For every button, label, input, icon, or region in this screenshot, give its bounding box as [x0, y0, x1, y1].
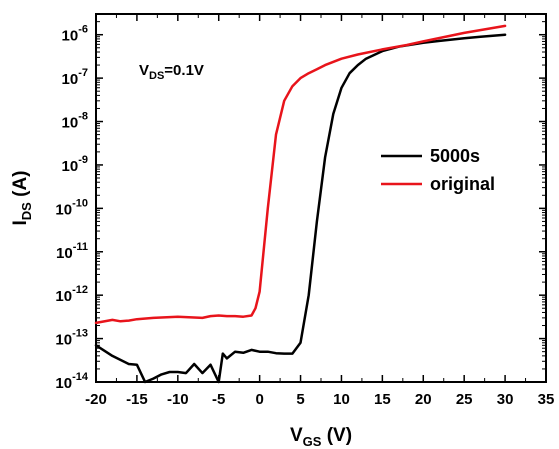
y-tick-label: 10-6 [62, 24, 88, 45]
y-tick-label: 10-12 [55, 284, 88, 305]
y-tick-label: 10-10 [55, 197, 88, 218]
x-tick-label: 15 [374, 391, 391, 408]
y-tick-label: 10-14 [55, 371, 88, 392]
x-tick-label: -5 [212, 391, 225, 408]
x-tick-label: -15 [126, 391, 148, 408]
series-lines [94, 24, 507, 384]
y-tick-label: 10-8 [62, 111, 88, 132]
x-tick-label: 25 [456, 391, 473, 408]
x-axis-title: VGS (V) [290, 425, 352, 449]
y-axis-title: IDS (A) [10, 171, 34, 226]
x-tick-label: 35 [538, 391, 555, 408]
series-line-5000s [94, 33, 507, 384]
x-tick-labels: -20 -15 -10 -5 0 5 10 15 20 25 30 35 [85, 391, 554, 408]
y-tick-label: 10-9 [62, 154, 88, 175]
x-tick-label: 5 [296, 391, 304, 408]
x-tick-label: 30 [497, 391, 514, 408]
legend-label-original: original [430, 174, 495, 194]
series-line-original [94, 24, 507, 325]
y-tick-labels: 10-14 10-13 10-12 10-11 10-10 10-9 10-8 10-7 10-… [55, 24, 88, 392]
x-tick-label: 10 [333, 391, 350, 408]
x-tick-label: -10 [167, 391, 189, 408]
x-tick-label: 0 [255, 391, 263, 408]
y-tick-label: 10-11 [56, 241, 88, 262]
legend: 5000s original [381, 146, 495, 194]
x-tick-label: -20 [85, 391, 107, 408]
x-tick-label: 20 [415, 391, 432, 408]
axis-ticks [95, 13, 547, 383]
y-tick-label: 10-13 [55, 328, 88, 349]
legend-label-5000s: 5000s [430, 146, 480, 166]
y-tick-label: 10-7 [62, 67, 88, 88]
vds-annotation: VDS=0.1V [139, 62, 204, 82]
